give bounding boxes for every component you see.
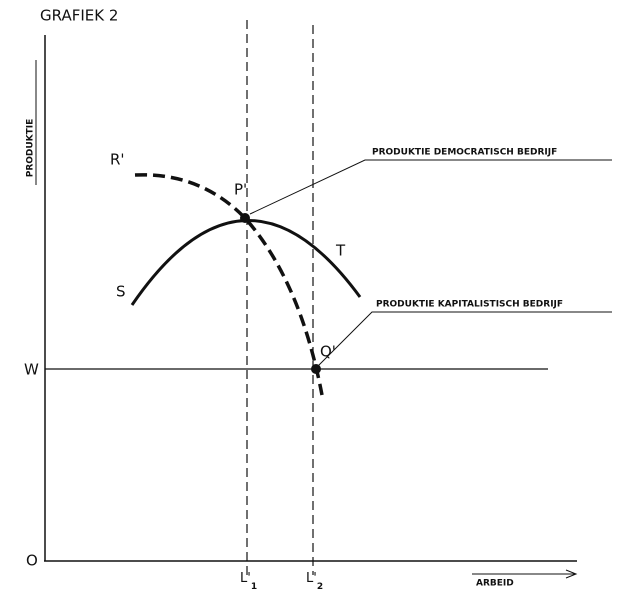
point-p bbox=[240, 213, 250, 223]
l1-sub: 1 bbox=[251, 582, 257, 592]
pointer-1 bbox=[249, 159, 612, 215]
pointer-2 bbox=[317, 311, 612, 367]
t-label: T bbox=[335, 242, 346, 260]
origin-label: O bbox=[26, 552, 38, 570]
x-arrow-head bbox=[565, 569, 578, 579]
l1-text: L' bbox=[240, 571, 251, 586]
l2-text: L' bbox=[306, 571, 317, 586]
annotation: PRODUKTIE KAPITALISTISCH BEDRIJF bbox=[376, 300, 563, 310]
r-label: R' bbox=[110, 151, 125, 169]
q-label: Q' bbox=[320, 343, 336, 361]
curve-st bbox=[130, 219, 362, 306]
x-label: ARBEID bbox=[476, 579, 514, 589]
title: GRAFIEK 2 bbox=[40, 7, 118, 25]
curve-rq bbox=[134, 173, 324, 396]
s-label: S bbox=[116, 283, 126, 301]
axes bbox=[35, 20, 612, 579]
annotation: PRODUKTIE DEMOCRATISCH BEDRIJF bbox=[372, 148, 557, 158]
l2-label: L'2 bbox=[306, 571, 323, 592]
y-label: PRODUKTIE bbox=[26, 119, 36, 178]
w-label: W bbox=[24, 361, 39, 379]
l2-sub: 2 bbox=[317, 582, 323, 592]
point-q bbox=[311, 364, 321, 374]
p-label: P' bbox=[234, 181, 247, 199]
l1-label: L'1 bbox=[240, 571, 257, 592]
